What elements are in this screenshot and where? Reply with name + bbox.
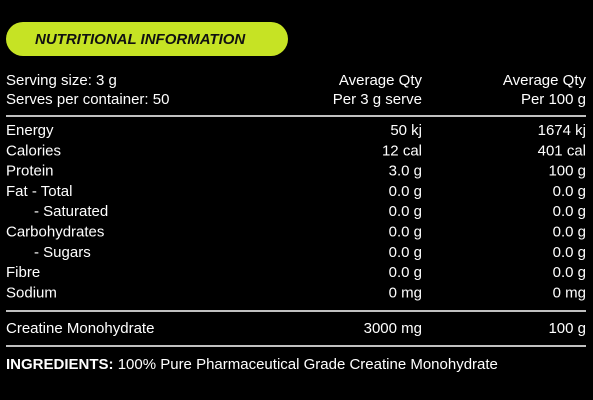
cell: 1674 kj	[538, 122, 586, 139]
cell: 401 cal	[538, 142, 586, 159]
cell: Per 3 g serve	[333, 91, 422, 108]
cell: 0.0 g	[553, 264, 586, 281]
row-label: Creatine Monohydrate	[6, 320, 154, 337]
cell: 50 kj	[390, 122, 422, 139]
ingredients-text: 100% Pure Pharmaceutical Grade Creatine …	[118, 356, 498, 373]
table: Serving size: 3 g Average Qty Average Qty S…	[6, 72, 586, 337]
ingredients: INGREDIENTS: 100% Pure Pharmaceutical Gr…	[6, 356, 498, 373]
cell: 12 cal	[382, 142, 422, 159]
cell: 0.0 g	[553, 223, 586, 240]
row-label: Sodium	[6, 284, 57, 301]
row-label: Energy	[6, 122, 54, 139]
cell: Per 100 g	[521, 91, 586, 108]
cell: Average Qty	[503, 72, 587, 89]
cell: 0.0 g	[389, 223, 422, 240]
cell: 0.0 g	[553, 244, 586, 261]
cell: 0.0 g	[553, 183, 586, 200]
row-label: Protein	[6, 163, 54, 180]
row-label: Fibre	[6, 264, 40, 281]
cell: Average Qty	[339, 72, 423, 89]
cell: 3.0 g	[389, 163, 422, 180]
row-label: Carbohydrates	[6, 223, 104, 240]
cell: 100 g	[548, 163, 586, 180]
cell: 0.0 g	[553, 203, 586, 220]
cell: 0 mg	[389, 284, 422, 301]
title: NUTRITIONAL INFORMATION	[35, 31, 246, 48]
title-pill	[6, 22, 288, 56]
cell: 100 g	[548, 320, 586, 337]
row-label: Serving size: 3 g	[6, 72, 117, 89]
cell: 0 mg	[553, 284, 586, 301]
cell: 0.0 g	[389, 264, 422, 281]
ingredients-label: INGREDIENTS:	[6, 356, 114, 373]
cell: 3000 mg	[364, 320, 422, 337]
row-label: Calories	[6, 142, 61, 159]
row-label: - Sugars	[34, 244, 91, 261]
cell: 0.0 g	[389, 244, 422, 261]
cell: 0.0 g	[389, 203, 422, 220]
row-label: Serves per container: 50	[6, 91, 169, 108]
cell: 0.0 g	[389, 183, 422, 200]
row-label: - Saturated	[34, 203, 108, 220]
row-label: Fat - Total	[6, 183, 72, 200]
